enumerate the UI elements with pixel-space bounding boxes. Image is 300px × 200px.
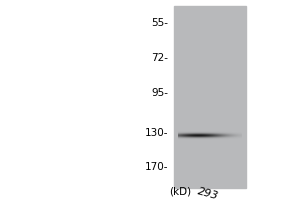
Text: 170-: 170- [145, 162, 168, 172]
Bar [174, 6, 246, 188]
Text: 55-: 55- [151, 18, 168, 28]
Text: 293: 293 [197, 186, 220, 200]
Text: 130-: 130- [145, 128, 168, 138]
Text: 95-: 95- [151, 88, 168, 98]
Text: (kD): (kD) [169, 187, 191, 197]
Text: 72-: 72- [151, 53, 168, 63]
